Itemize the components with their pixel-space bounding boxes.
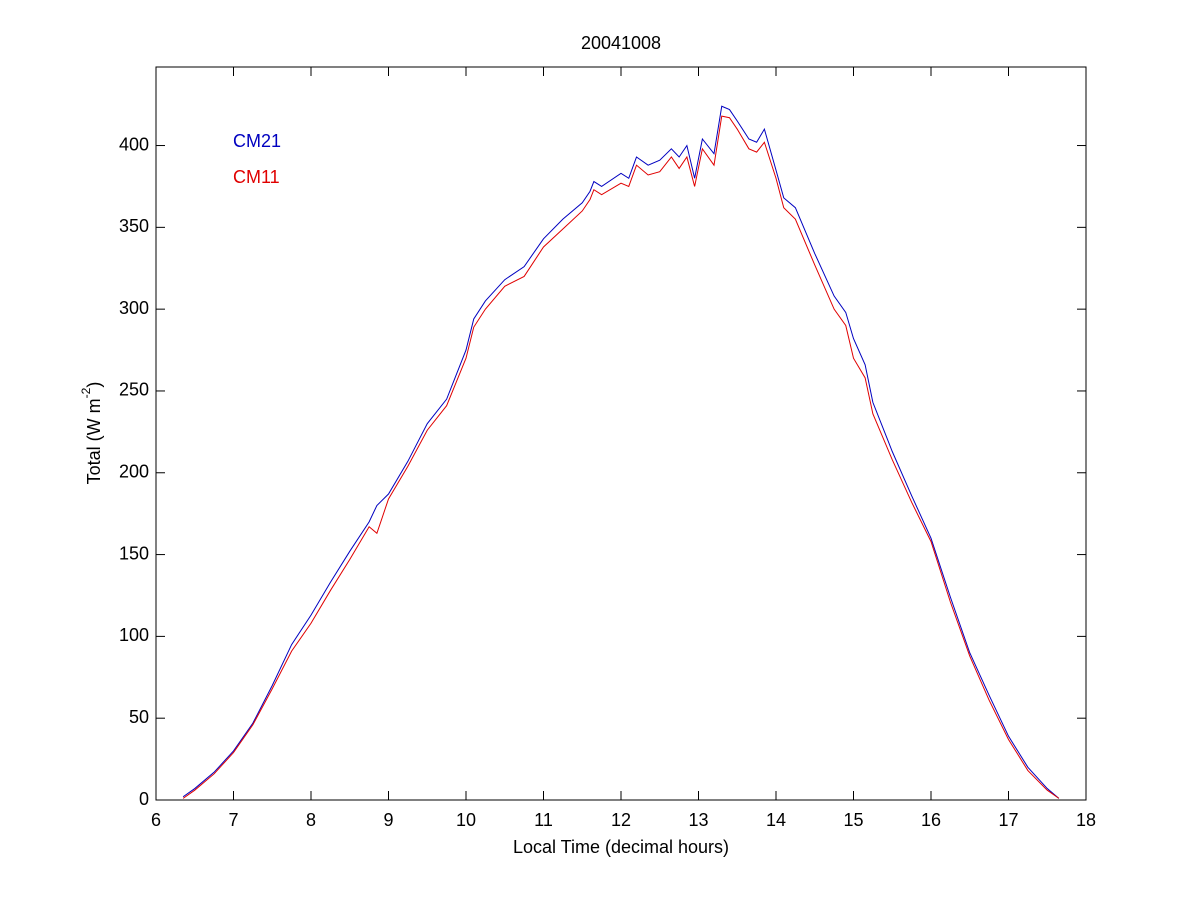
x-tick-label: 15 xyxy=(843,810,863,830)
plot-area xyxy=(155,66,1087,801)
x-tick-label: 11 xyxy=(534,810,553,830)
y-label-part: ) xyxy=(84,382,104,388)
legend-label: CM21 xyxy=(233,131,281,151)
y-tick-label: 0 xyxy=(139,789,149,809)
x-tick-label: 12 xyxy=(611,810,631,830)
y-tick-label: 50 xyxy=(129,707,149,727)
y-tick-label: 150 xyxy=(119,543,149,563)
y-label-sup: -2 xyxy=(79,387,93,398)
x-tick-label: 13 xyxy=(688,810,708,830)
y-axis-label: Total (W m-2) xyxy=(79,382,104,485)
y-tick-label: 250 xyxy=(119,380,149,400)
y-tick-label: 400 xyxy=(119,134,149,154)
x-axis-label: Local Time (decimal hours) xyxy=(513,837,729,857)
y-label-part: Total (W m xyxy=(84,398,104,484)
y-tick-label: 200 xyxy=(119,462,149,482)
x-tick-label: 17 xyxy=(998,810,1018,830)
x-tick-label: 10 xyxy=(456,810,476,830)
x-tick-label: 16 xyxy=(921,810,941,830)
y-tick-label: 100 xyxy=(119,625,149,645)
x-tick-label: 7 xyxy=(228,810,238,830)
y-tick-label: 350 xyxy=(119,216,149,236)
x-tick-label: 6 xyxy=(151,810,161,830)
line-series xyxy=(182,115,1060,799)
legend-label: CM11 xyxy=(233,167,280,187)
x-tick-label: 14 xyxy=(766,810,786,830)
x-tick-label: 18 xyxy=(1076,810,1096,830)
chart-title: 20041008 xyxy=(581,33,661,53)
y-tick-label: 300 xyxy=(119,298,149,318)
line-series xyxy=(182,105,1060,799)
x-tick-label: 9 xyxy=(383,810,393,830)
x-tick-label: 8 xyxy=(306,810,316,830)
